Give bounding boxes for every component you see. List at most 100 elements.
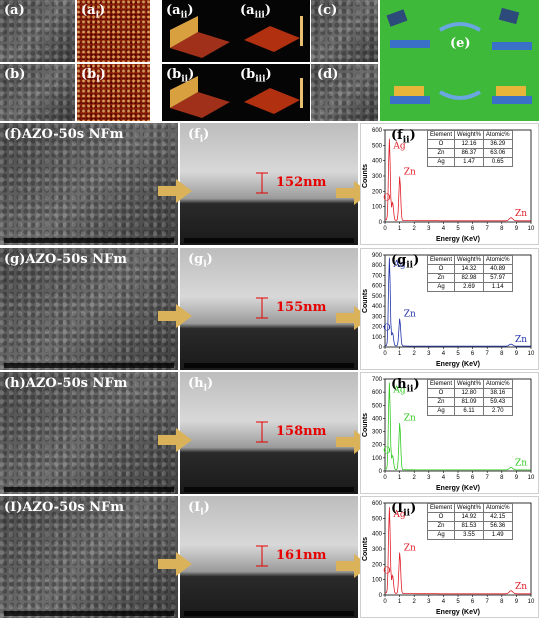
cross-scalebar	[184, 487, 354, 492]
panel-label-aiii: (aiii)	[240, 3, 271, 21]
x-axis-label: Energy (KeV)	[436, 485, 480, 492]
afm3d-surface-biii	[244, 78, 303, 114]
cross-section-label: (gi)	[188, 252, 213, 270]
table-row: Zn 86.37 63.06	[426, 148, 513, 158]
table-cell: Ag	[426, 530, 456, 540]
table-header: Atomic%	[482, 503, 513, 513]
peak-label: Zn	[404, 168, 416, 178]
afm3d-image-aii: (aii)	[162, 0, 234, 62]
table-row: O 14.32 40.89	[426, 264, 513, 274]
table-header: Atomic%	[482, 255, 513, 265]
x-tick-label: 9	[515, 475, 519, 481]
y-tick-label: 600	[372, 501, 383, 507]
panel-label-c: (c)	[317, 3, 338, 18]
peak-label: O	[383, 567, 390, 577]
thickness-bracket	[256, 545, 268, 567]
sem-image-b: (b)	[0, 64, 75, 121]
peak-label: Zn	[404, 414, 416, 424]
panel-label-e: (e)	[450, 36, 471, 51]
peak-label: Zn	[515, 458, 527, 468]
eds-panel: 0 1 2 3 4 5 6 7 8 9 10 0 100 200 300 400 500 600 700 800 900…	[360, 248, 539, 370]
x-tick-label: 7	[486, 475, 490, 481]
sem-scalebar	[4, 238, 174, 243]
sem-image-row: (I)AZO-50s NFm	[0, 496, 178, 618]
table-cell: Zn	[426, 148, 456, 158]
afm3d-surface-bii	[170, 76, 230, 118]
table-row: O 12.16 36.29	[426, 139, 513, 149]
peak-label: Ag	[392, 142, 405, 152]
panel-label-bii: (bii)	[166, 67, 195, 85]
y-axis-label: Counts	[362, 164, 369, 188]
y-tick-label: 200	[372, 562, 383, 568]
y-tick-label: 900	[372, 253, 383, 259]
cross-scalebar	[184, 611, 354, 616]
x-axis-label: Energy (KeV)	[436, 609, 480, 616]
x-tick-label: 4	[442, 226, 446, 232]
panel-label-d: (d)	[317, 67, 339, 82]
table-row: Zn 81.53 56.36	[426, 521, 513, 531]
table-cell: 2.70	[482, 406, 513, 416]
arrow-icon	[158, 304, 192, 328]
peak-label: Zn	[515, 335, 527, 345]
y-tick-label: 100	[372, 335, 383, 341]
y-axis-label: Counts	[362, 289, 369, 313]
sem-image-a: (a)	[0, 0, 75, 62]
x-tick-label: 9	[515, 599, 519, 605]
x-tick-label: 3	[427, 599, 431, 605]
thickness-value: 161nm	[276, 548, 327, 563]
x-tick-label: 10	[528, 599, 535, 605]
y-tick-label: 300	[372, 174, 383, 180]
table-cell: 14.32	[454, 264, 484, 274]
cross-section-label: (hi)	[188, 376, 214, 394]
x-tick-label: 2	[413, 599, 417, 605]
eds-panel: 0 1 2 3 4 5 6 7 8 9 10 0 100 200 300 400 500 600 Energy (K…	[360, 123, 539, 245]
x-tick-label: 6	[471, 475, 475, 481]
x-tick-label: 5	[456, 226, 460, 232]
spectrum-line	[385, 507, 531, 595]
schematic-e: (e)	[380, 0, 539, 121]
x-tick-label: 10	[528, 226, 535, 232]
sem-image-row: (g)AZO-50s NFm	[0, 248, 178, 370]
x-tick-label: 8	[500, 475, 504, 481]
row-label: (f)AZO-50s NFm	[4, 127, 124, 142]
table-row: O 12.80 38.16	[426, 388, 513, 398]
afm3d-surface-aii	[170, 16, 230, 58]
table-cell: Zn	[426, 273, 456, 283]
table-header: Element	[426, 130, 456, 140]
x-tick-label: 0	[383, 599, 387, 605]
table-cell: 56.36	[482, 521, 513, 531]
x-tick-label: 2	[413, 226, 417, 232]
cross-section-label: (Ii)	[188, 500, 210, 518]
y-tick-label: 500	[372, 403, 383, 409]
x-tick-label: 6	[471, 599, 475, 605]
x-tick-label: 8	[500, 351, 504, 357]
x-tick-label: 3	[427, 475, 431, 481]
row-label: (g)AZO-50s NFm	[4, 252, 127, 267]
arrow-icon	[158, 179, 192, 203]
y-tick-label: 400	[372, 416, 383, 422]
sem-image-d: (d)	[311, 64, 378, 121]
table-header: Element	[426, 379, 456, 389]
y-tick-label: 400	[372, 532, 383, 538]
eds-panel-label: (hii)	[391, 377, 420, 395]
table-cell: 1.47	[454, 157, 484, 167]
peak-label: Zn	[404, 309, 416, 319]
eds-chart: 0 1 2 3 4 5 6 7 8 9 100100200300400500600700Energy…	[362, 377, 535, 492]
composition-table: Element Weight% Atomic% O 14.32 40.89 Zn 82.98 5…	[426, 255, 513, 292]
table-cell: 63.06	[482, 148, 513, 158]
peak-label: Ag	[392, 260, 405, 270]
x-tick-label: 5	[456, 351, 460, 357]
cross-scalebar	[184, 238, 354, 243]
cross-scalebar	[184, 363, 354, 368]
table-cell: 81.09	[454, 397, 484, 407]
cross-section-label: (fi)	[188, 127, 210, 145]
x-tick-label: 8	[500, 599, 504, 605]
y-tick-label: 0	[379, 469, 383, 475]
panel-label-biii: (biii)	[240, 67, 272, 85]
table-cell: 2.69	[454, 282, 484, 292]
panel-label-bi: (bi)	[81, 67, 106, 85]
x-tick-label: 2	[413, 351, 417, 357]
table-cell: 38.16	[482, 388, 513, 398]
spectrum-line	[385, 138, 531, 222]
